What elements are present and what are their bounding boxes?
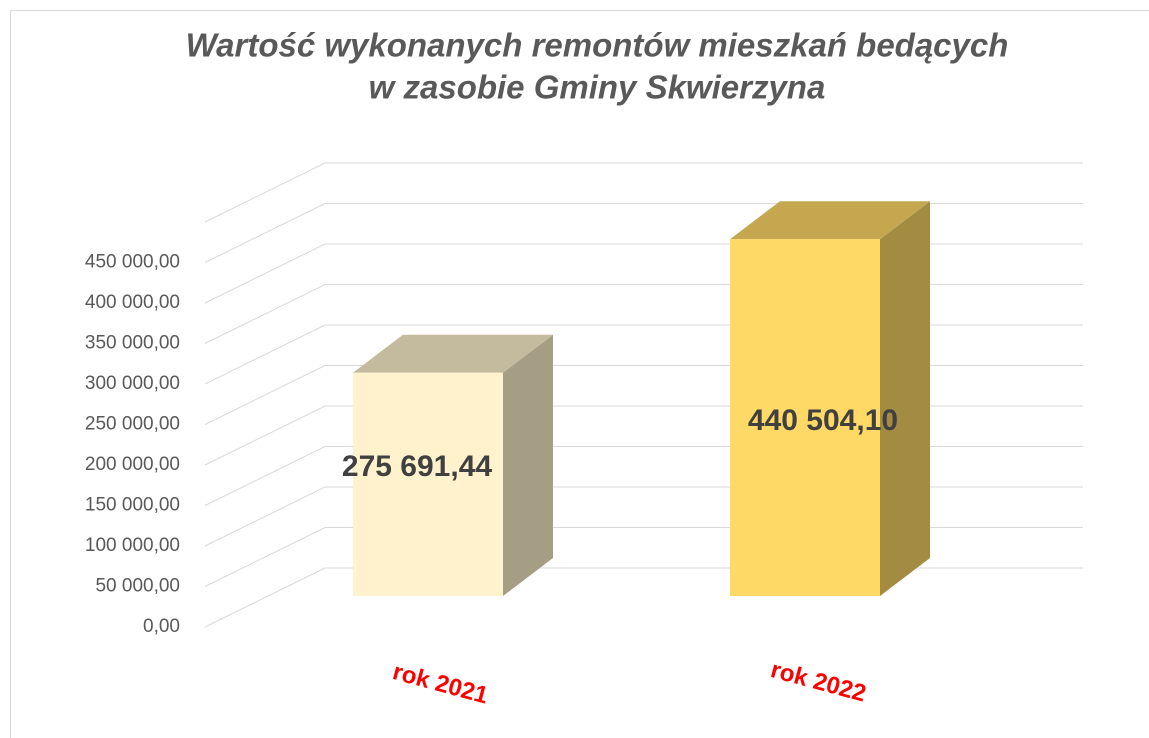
y-tick-label: 450 000,00 [85,252,180,273]
y-tick-label: 50 000,00 [95,576,180,597]
bar-top [353,334,553,373]
value-label: 440 504,10 [748,404,898,437]
chart-border [10,10,1149,738]
bar-top [730,201,930,240]
bar [353,372,503,596]
y-tick-label: 300 000,00 [85,373,180,394]
y-tick-label: 350 000,00 [85,333,180,354]
value-label: 275 691,44 [342,450,492,483]
y-tick-label: 200 000,00 [85,454,180,475]
chart-title: w zasobie Gminy Skwierzyna [369,69,826,106]
y-tick-label: 250 000,00 [85,414,180,435]
grid-line [204,162,1083,223]
y-tick-label: 100 000,00 [85,535,180,556]
y-tick-label: 150 000,00 [85,495,180,516]
bar-side [503,334,553,596]
y-tick-label: 0,00 [143,616,180,637]
y-tick-label: 400 000,00 [85,292,180,313]
bar-side [880,201,930,596]
chart-title: Wartość wykonanych remontów mieszkań bed… [186,27,1009,64]
bar [730,239,880,596]
